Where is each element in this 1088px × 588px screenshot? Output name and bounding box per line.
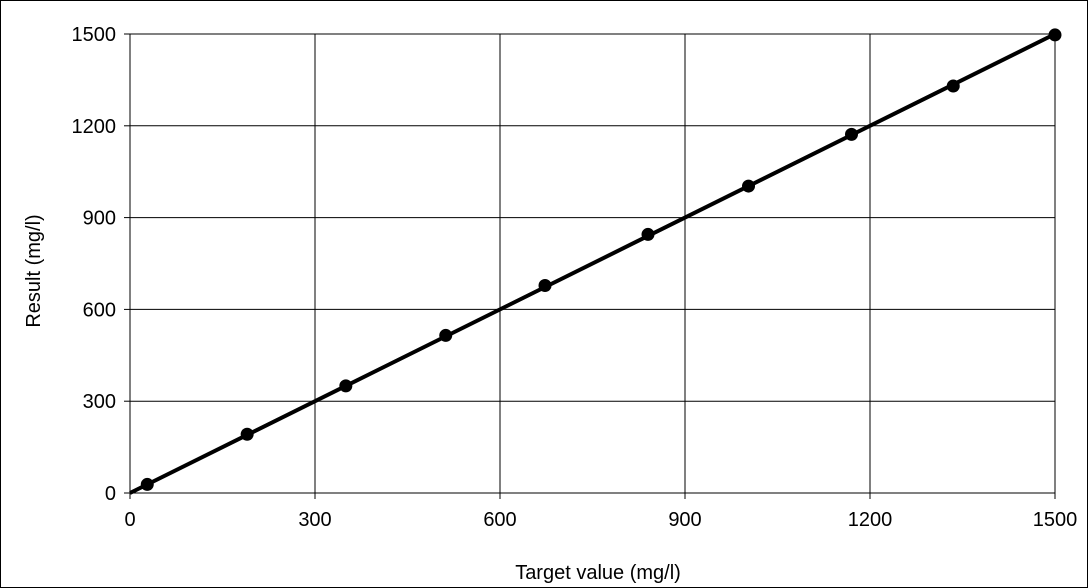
dashed-fit-line [129, 32, 1056, 495]
data-point [339, 379, 353, 393]
data-point [641, 227, 655, 241]
x-tick-label: 300 [298, 509, 331, 531]
data-point [742, 179, 756, 193]
y-tick-label: 0 [105, 483, 116, 505]
y-tick-label: 1200 [72, 116, 117, 138]
y-tick-labels: 0 300 600 900 1200 1500 [72, 24, 130, 505]
y-tick-label: 300 [83, 391, 116, 413]
data-point [1048, 28, 1062, 42]
x-tick-label: 900 [668, 509, 701, 531]
plot-area [129, 33, 1056, 494]
data-point [439, 328, 453, 342]
data-point [140, 477, 154, 491]
x-tick-label: 1200 [848, 509, 893, 531]
x-tick-label: 1500 [1033, 509, 1078, 531]
y-tick-label: 900 [83, 208, 116, 230]
x-tick-label: 600 [483, 509, 516, 531]
x-tick-labels: 0 300 600 900 1200 1500 [124, 493, 1077, 531]
data-point [845, 127, 858, 141]
data-point [240, 427, 254, 441]
data-point [538, 279, 552, 293]
x-axis-label: Target value (mg/l) [515, 562, 681, 584]
data-point [946, 79, 960, 93]
y-tick-label: 600 [83, 299, 116, 321]
fit-lines [129, 32, 1056, 495]
data-points [140, 28, 1062, 491]
x-tick-label: 0 [124, 509, 135, 531]
y-axis-label: Result (mg/l) [23, 214, 45, 327]
y-tick-label: 1500 [72, 24, 117, 46]
